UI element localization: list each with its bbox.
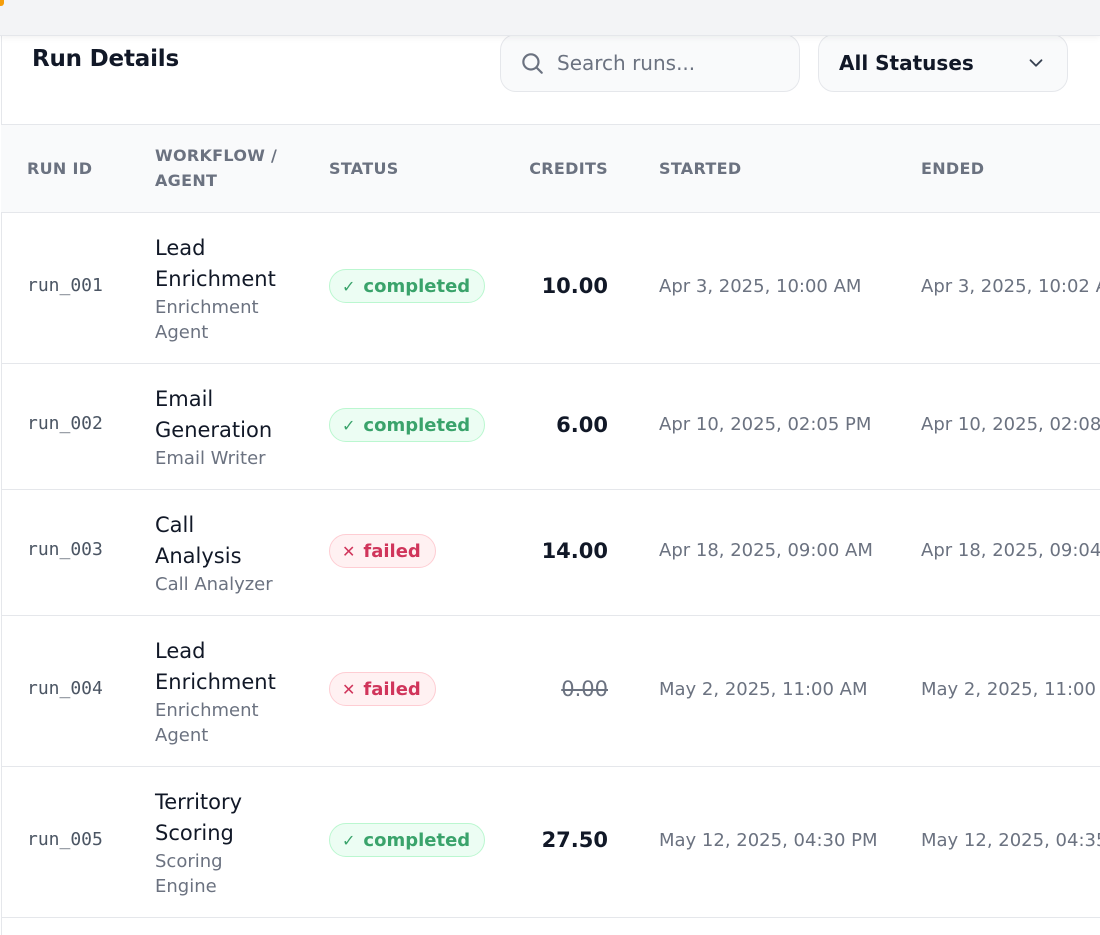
started-time: May 12, 2025, 04:30 PM [659, 830, 878, 851]
agent-name: Enrichment [155, 297, 259, 318]
credits-value: 14.00 [541, 539, 608, 563]
chevron-down-icon [1029, 59, 1043, 67]
status-badge: ✓ completed [329, 269, 486, 303]
workflow-cell: Call Analysis Call Analyzer [155, 510, 305, 597]
status-label: completed [363, 414, 471, 436]
status-label: failed [363, 678, 421, 700]
workflow-cell: Lead Enrichment Enrichment Agent [155, 636, 305, 748]
agent-name: Agent [155, 322, 209, 343]
topbar-accent [0, 0, 4, 6]
agent-name: Agent [155, 725, 209, 746]
top-bar [0, 0, 1100, 36]
x-icon: ✕ [342, 679, 356, 699]
agent-name: Email Writer [155, 448, 266, 469]
table-row[interactable]: run_001 Lead Enrichment Enrichment Agent… [1, 213, 1100, 364]
workflow-name: Analysis [155, 544, 242, 568]
ended-time: May 12, 2025, 04:35 PM [921, 830, 1100, 851]
column-header-credits[interactable]: CREDITS [529, 159, 608, 178]
started-time: Apr 3, 2025, 10:00 AM [659, 276, 862, 297]
run-id: run_003 [27, 539, 103, 560]
run-id: run_005 [27, 829, 103, 850]
ended-time: May 2, 2025, 11:00 AM [921, 679, 1100, 700]
ended-time: Apr 10, 2025, 02:08 PM [921, 414, 1100, 435]
status-badge: ✓ completed [329, 408, 486, 442]
check-icon: ✓ [342, 276, 356, 296]
workflow-cell: Territory Scoring Scoring Engine [155, 787, 305, 899]
ended-time: Apr 3, 2025, 10:02 AM [921, 276, 1100, 297]
ended-time: Apr 18, 2025, 09:04 AM [921, 540, 1100, 561]
run-id: run_002 [27, 413, 103, 434]
started-time: Apr 18, 2025, 09:00 AM [659, 540, 873, 561]
status-label: failed [363, 540, 421, 562]
workflow-name: Enrichment [155, 267, 276, 291]
status-badge: ✕ failed [329, 672, 436, 706]
runs-table: RUN ID WORKFLOW / AGENT STATUS CREDITS S… [1, 124, 1100, 918]
credits-value: 27.50 [541, 828, 608, 852]
column-header-run-id[interactable]: RUN ID [27, 159, 93, 178]
search-icon [522, 53, 543, 74]
x-icon: ✕ [342, 541, 356, 561]
check-icon: ✓ [342, 415, 356, 435]
status-filter-dropdown[interactable]: All Statuses [818, 34, 1068, 92]
agent-name: Enrichment [155, 700, 259, 721]
workflow-cell: Email Generation Email Writer [155, 384, 305, 471]
workflow-name: Email [155, 387, 214, 411]
table-row[interactable]: run_004 Lead Enrichment Enrichment Agent… [1, 616, 1100, 767]
table-header: RUN ID WORKFLOW / AGENT STATUS CREDITS S… [1, 124, 1100, 213]
started-time: May 2, 2025, 11:00 AM [659, 679, 868, 700]
workflow-name: Enrichment [155, 670, 276, 694]
workflow-name: Call [155, 513, 195, 537]
workflow-cell: Lead Enrichment Enrichment Agent [155, 233, 305, 345]
run-id: run_001 [27, 275, 103, 296]
check-icon: ✓ [342, 830, 356, 850]
workflow-name: Territory [155, 790, 243, 814]
credits-value: 6.00 [556, 413, 608, 437]
agent-name: Engine [155, 876, 217, 897]
agent-name: Scoring [155, 851, 223, 872]
table-row[interactable]: run_002 Email Generation Email Writer ✓ … [1, 364, 1100, 490]
started-time: Apr 10, 2025, 02:05 PM [659, 414, 872, 435]
credits-value: 10.00 [541, 274, 608, 298]
workflow-name: Scoring [155, 821, 234, 845]
table-row[interactable]: run_003 Call Analysis Call Analyzer ✕ fa… [1, 490, 1100, 616]
table-row[interactable]: run_005 Territory Scoring Scoring Engine… [1, 767, 1100, 918]
status-label: completed [363, 275, 471, 297]
column-header-status[interactable]: STATUS [329, 159, 399, 178]
status-badge: ✓ completed [329, 823, 486, 857]
credits-value: 0.00 [561, 677, 608, 701]
search-input[interactable] [557, 51, 777, 75]
search-box[interactable] [500, 34, 800, 92]
agent-name: Call Analyzer [155, 574, 273, 595]
status-badge: ✕ failed [329, 534, 436, 568]
status-label: completed [363, 829, 471, 851]
workflow-name: Lead [155, 236, 206, 260]
workflow-name: Generation [155, 418, 273, 442]
column-header-started[interactable]: STARTED [659, 159, 742, 178]
column-header-ended[interactable]: ENDED [921, 159, 985, 178]
column-header-workflow[interactable]: WORKFLOW / AGENT [155, 146, 278, 190]
page-title: Run Details [32, 46, 179, 72]
workflow-name: Lead [155, 639, 206, 663]
run-id: run_004 [27, 678, 103, 699]
status-filter-value: All Statuses [839, 51, 974, 75]
